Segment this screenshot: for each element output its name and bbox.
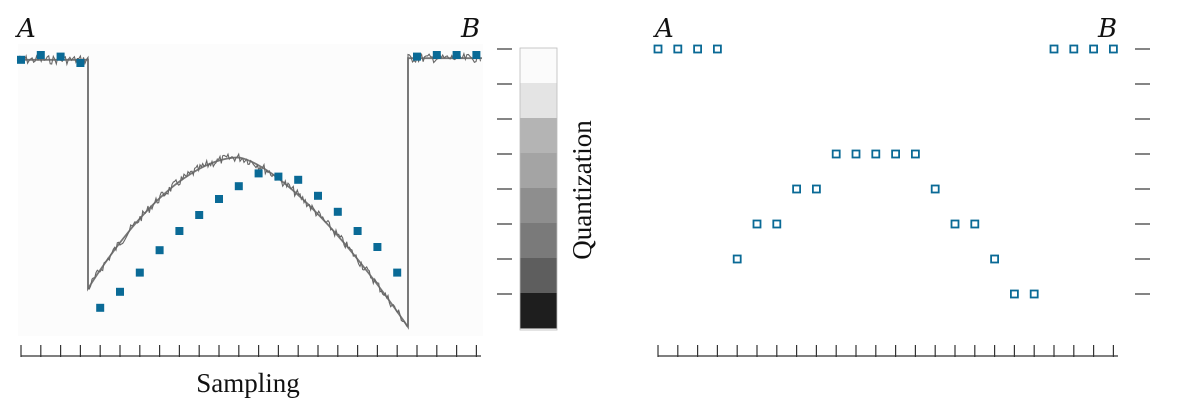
sample-marker (76, 59, 85, 67)
quantized-sample (673, 44, 683, 54)
quantized-sample (970, 219, 980, 229)
sample-marker (353, 227, 362, 235)
sample-marker (135, 268, 144, 277)
left-panel-background (18, 44, 483, 336)
left-panel: A B Sampling (15, 14, 483, 398)
quantized-sample (653, 44, 663, 54)
sample-marker (175, 227, 184, 235)
quantized-sample (1029, 289, 1039, 299)
sample-marker (333, 207, 342, 216)
quantized-sample (713, 44, 722, 54)
sample-marker (373, 243, 382, 251)
gray-level (520, 83, 557, 119)
quantized-sample (831, 149, 841, 159)
gray-bar-border (519, 47, 558, 331)
gray-level (520, 258, 557, 294)
sample-marker (234, 182, 243, 191)
gray-level (520, 293, 557, 329)
sample-marker (215, 195, 223, 203)
sample-marker (314, 191, 322, 200)
signal-noise (16, 51, 482, 327)
sample-marker (294, 175, 303, 184)
sampling-label: Sampling (196, 368, 300, 398)
quantized-sample (950, 219, 960, 229)
quantized-sample (772, 219, 782, 229)
sample-marker (413, 52, 421, 61)
gray-level (520, 118, 557, 154)
quantization-label: Quantization (567, 120, 597, 260)
gray-level (520, 48, 557, 84)
quantized-sample (812, 184, 821, 194)
sample-marker (155, 246, 164, 255)
quantized-sample (732, 254, 742, 264)
sample-marker (393, 268, 402, 277)
left-label-b: B (460, 14, 480, 44)
quantized-sample (990, 254, 999, 264)
quantized-sample (891, 149, 900, 159)
sample-marker (274, 172, 283, 181)
quantized-sample (871, 149, 881, 159)
gray-level (520, 153, 557, 189)
sample-marker (17, 55, 25, 64)
right-label-b: B (1097, 14, 1117, 44)
sample-marker (472, 51, 481, 59)
sample-markers (17, 51, 481, 312)
quantized-sample (693, 44, 702, 54)
right-panel: A B (653, 14, 1150, 357)
sample-marker (116, 287, 124, 296)
quantized-sample (1069, 44, 1079, 54)
sample-marker (56, 52, 65, 61)
left-label-a: A (15, 14, 36, 44)
quantized-samples (653, 44, 1118, 299)
right-level-ticks (1135, 48, 1150, 295)
quantized-sample (1010, 289, 1019, 299)
gray-level (520, 223, 557, 259)
sample-marker (452, 51, 461, 59)
gray-level-bar (520, 48, 557, 329)
quantized-sample (792, 184, 801, 194)
quantized-sample (752, 219, 762, 229)
sample-marker (195, 211, 204, 219)
quantized-sample (851, 149, 861, 159)
continuous-signal (17, 57, 482, 330)
sample-marker (96, 303, 105, 312)
quantized-sample (1089, 44, 1098, 54)
sample-marker (254, 169, 263, 178)
sample-marker (36, 51, 45, 59)
quantized-sample (911, 149, 920, 159)
quantization-scale: Quantization (497, 47, 597, 331)
quantized-sample (1049, 44, 1059, 54)
quantized-sample (930, 184, 940, 194)
quantization-ticks (497, 48, 512, 295)
sampling-axis (20, 345, 481, 357)
quantized-sample (1109, 44, 1118, 54)
right-sampling-axis (657, 345, 1118, 357)
sample-marker (432, 51, 441, 59)
right-label-a: A (653, 14, 674, 44)
gray-level (520, 188, 557, 224)
